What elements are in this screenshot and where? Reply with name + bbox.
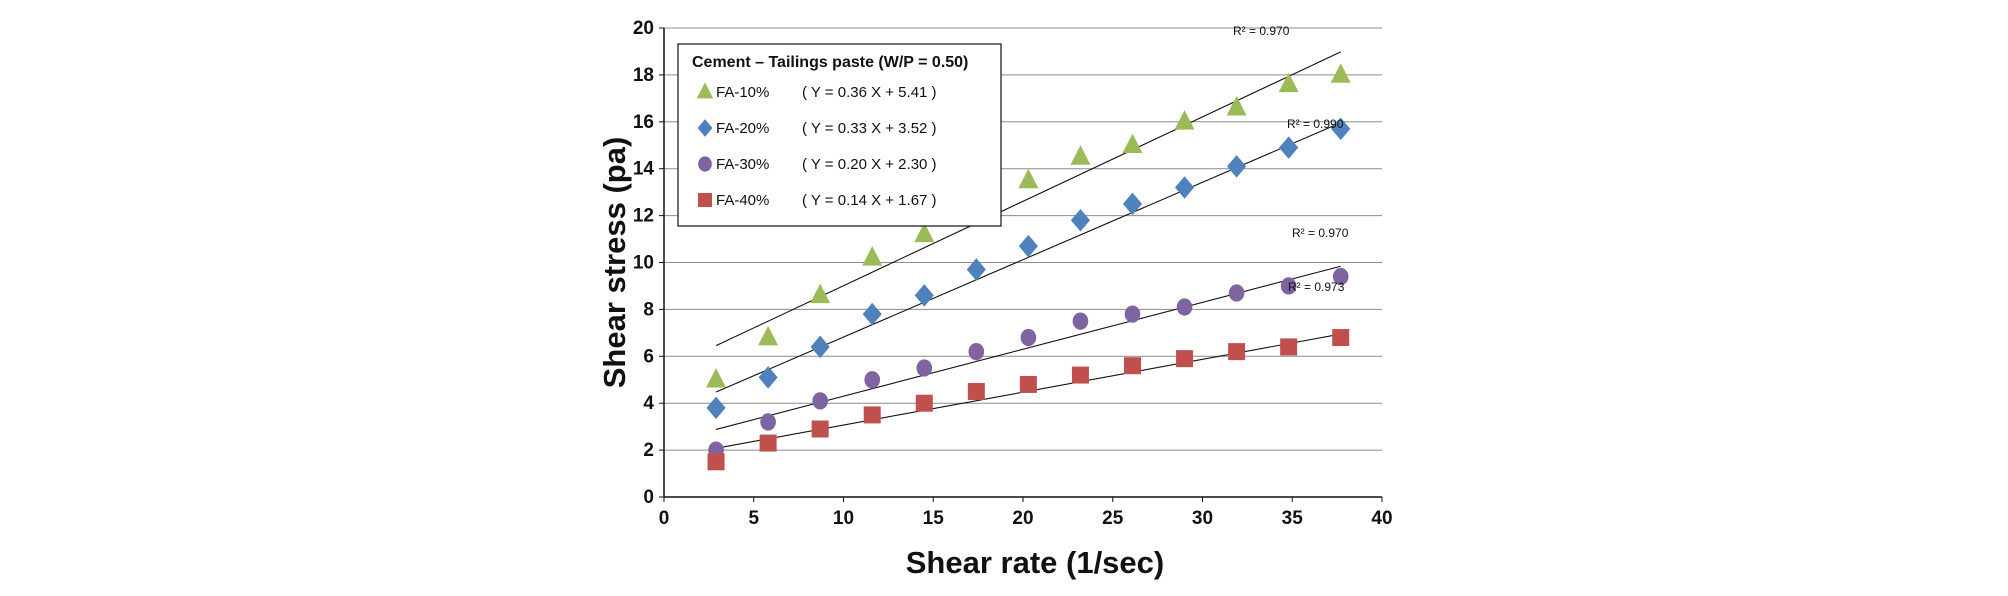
data-point-FA-40% (811, 420, 829, 438)
data-point-FA-10% (1122, 133, 1143, 154)
data-point-FA-30% (1332, 267, 1349, 286)
r-squared-label: R² = 0.990 (1287, 117, 1344, 131)
legend-title: Cement – Tailings paste (W/P = 0.50) (692, 54, 968, 71)
r-squared-annotations: R² = 0.970 R² = 0.990 R² = 0.970 R² = 0.973 (1233, 24, 1349, 294)
r-squared-label: R² = 0.970 (1233, 24, 1290, 38)
x-tick-label: 30 (1192, 508, 1213, 529)
y-tick-label: 8 (643, 299, 654, 320)
data-point-FA-30% (1020, 328, 1037, 347)
legend-series-name: FA-40% (716, 192, 769, 209)
data-point-FA-40% (1019, 375, 1037, 393)
y-tick-label: 18 (633, 65, 654, 86)
y-tick-label: 14 (633, 159, 655, 180)
y-axis-title: Shear stress (pa) (597, 137, 632, 389)
data-point-FA-10% (758, 325, 779, 346)
x-tick-label: 5 (748, 508, 759, 529)
data-point-FA-20% (1279, 136, 1299, 159)
data-point-FA-40% (1176, 350, 1194, 368)
data-point-FA-10% (1226, 96, 1247, 116)
data-point-FA-20% (862, 302, 882, 326)
data-point-FA-20% (1227, 155, 1247, 178)
data-point-FA-20% (1018, 234, 1038, 258)
y-tick-label: 4 (643, 393, 654, 414)
legend-marker-FA-10% (696, 82, 714, 99)
y-tick-label: 20 (633, 18, 654, 39)
legend-marker-FA-40% (698, 193, 712, 207)
data-point-FA-40% (1332, 329, 1350, 347)
data-point-FA-40% (1228, 343, 1246, 361)
data-point-FA-10% (1174, 110, 1195, 130)
x-tick-label: 40 (1371, 508, 1392, 529)
legend-items: FA-10% ( Y = 0.36 X + 5.41 ) FA-20% ( Y = 0… (696, 82, 937, 209)
data-point-FA-30% (812, 392, 828, 410)
data-point-FA-10% (1018, 168, 1039, 189)
data-point-FA-30% (1176, 298, 1193, 316)
data-point-FA-40% (707, 453, 725, 471)
data-point-FA-20% (1070, 209, 1091, 232)
legend-series-equation: ( Y = 0.20 X + 2.30 ) (802, 156, 937, 173)
data-point-FA-40% (863, 406, 881, 424)
data-point-FA-40% (967, 382, 985, 400)
data-point-FA-30% (1228, 284, 1245, 302)
legend-marker-FA-30% (698, 156, 712, 172)
data-point-FA-20% (1331, 117, 1351, 141)
x-tick-label: 10 (833, 508, 854, 529)
data-point-FA-30% (1124, 305, 1141, 323)
data-point-FA-20% (810, 335, 830, 359)
data-point-FA-40% (759, 434, 777, 452)
y-tick-label: 16 (633, 112, 654, 133)
data-point-FA-30% (916, 359, 933, 377)
data-point-FA-30% (760, 413, 776, 431)
legend-marker-FA-20% (697, 119, 713, 137)
data-point-FA-10% (1278, 72, 1299, 93)
x-tick-label: 25 (1102, 508, 1124, 529)
data-point-FA-20% (706, 396, 726, 420)
x-tick-label: 35 (1282, 508, 1304, 529)
data-point-FA-10% (810, 283, 831, 304)
r-squared-label: R² = 0.970 (1292, 226, 1349, 240)
legend-series-equation: ( Y = 0.14 X + 1.67 ) (802, 192, 937, 209)
data-point-FA-20% (1122, 192, 1143, 216)
data-point-FA-20% (914, 284, 934, 307)
data-point-FA-20% (1174, 176, 1195, 199)
r-squared-label: R² = 0.973 (1288, 280, 1345, 294)
legend-series-name: FA-30% (716, 156, 769, 173)
data-point-FA-10% (862, 246, 883, 266)
axes: 0 2 4 6 8 10 12 14 16 18 20 0 5 10 15 20 25 30 35 40 (633, 18, 1393, 529)
legend: Cement – Tailings paste (W/P = 0.50) FA-… (677, 43, 1002, 227)
y-tick-label: 0 (643, 487, 654, 508)
data-point-FA-40% (915, 394, 933, 412)
y-tick-label: 6 (643, 346, 654, 367)
legend-series-name: FA-20% (716, 120, 769, 137)
x-axis-title: Shear rate (1/sec) (906, 545, 1164, 580)
data-point-FA-30% (864, 371, 881, 389)
data-point-FA-30% (1072, 312, 1089, 330)
data-point-FA-10% (1330, 63, 1351, 83)
legend-series-equation: ( Y = 0.36 X + 5.41 ) (802, 84, 937, 101)
data-point-FA-30% (968, 342, 985, 361)
data-point-FA-40% (1071, 366, 1089, 384)
legend-series-name: FA-10% (716, 84, 769, 101)
legend-box (677, 43, 1002, 227)
legend-series-equation: ( Y = 0.33 X + 3.52 ) (802, 120, 937, 137)
x-tick-label: 15 (923, 508, 945, 529)
y-tick-label: 10 (633, 253, 654, 274)
x-tick-label: 0 (659, 508, 670, 529)
y-tick-label: 2 (643, 440, 654, 461)
data-point-FA-40% (1280, 338, 1298, 356)
data-point-FA-30% (1280, 277, 1297, 295)
data-points (706, 63, 1351, 471)
y-tick-label: 12 (633, 206, 654, 227)
x-tick-label: 20 (1012, 508, 1033, 529)
data-point-FA-10% (1070, 145, 1091, 165)
data-point-FA-40% (1123, 357, 1141, 375)
data-point-FA-20% (966, 258, 986, 281)
data-point-FA-20% (758, 366, 778, 389)
data-point-FA-10% (706, 368, 727, 388)
data-point-FA-10% (914, 222, 935, 243)
